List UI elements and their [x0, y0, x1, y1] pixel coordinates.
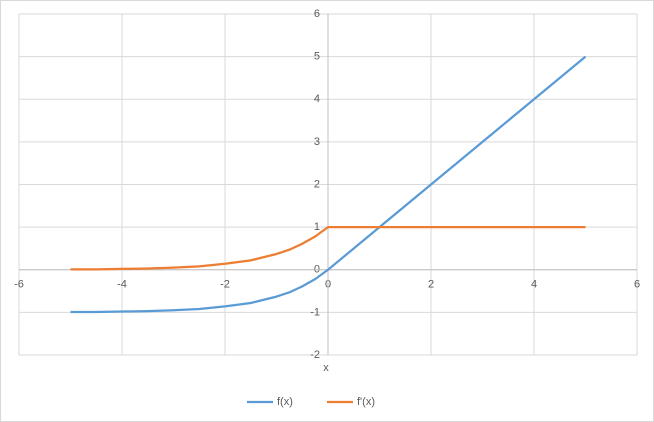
- x-tick-label: 2: [428, 279, 434, 291]
- series-line: [70, 55, 587, 314]
- x-tick-label: -6: [14, 279, 24, 291]
- y-tick-label: 4: [314, 93, 320, 105]
- y-tick-label: -2: [310, 349, 320, 361]
- y-tick-label: 6: [314, 8, 320, 20]
- x-axis-title: x: [323, 362, 329, 374]
- y-tick-label: 1: [314, 221, 320, 233]
- legend-label: f'(x): [357, 396, 375, 408]
- y-tick-label: 3: [314, 136, 320, 148]
- y-tick-label: 2: [314, 178, 320, 190]
- x-tick-label: -4: [117, 279, 127, 291]
- x-tick-label: 4: [531, 279, 537, 291]
- y-tick-label: -1: [310, 306, 320, 318]
- legend-label: f(x): [277, 396, 293, 408]
- x-tick-label: 6: [634, 279, 640, 291]
- series-line: [70, 226, 586, 271]
- x-tick-label: -2: [220, 279, 230, 291]
- y-tick-label: 5: [314, 51, 320, 63]
